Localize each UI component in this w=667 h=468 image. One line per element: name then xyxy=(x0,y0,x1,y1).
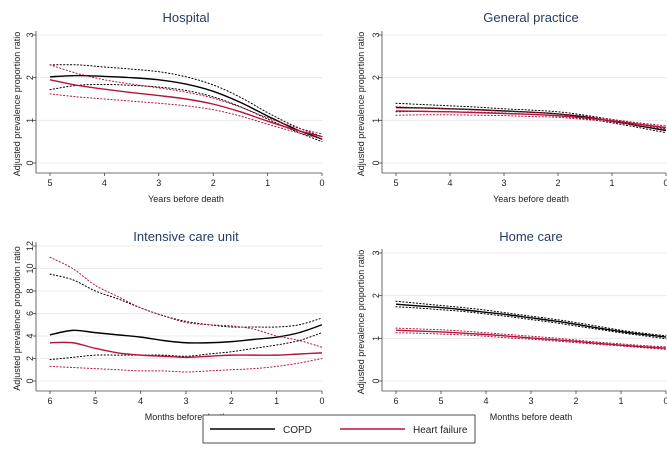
y-tick-label: 0 xyxy=(371,160,381,165)
x-tick-label: 0 xyxy=(319,396,324,406)
x-axis-label: Months before death xyxy=(145,412,228,422)
y-tick-label: 3 xyxy=(25,32,35,37)
series-copd-ci-lower xyxy=(49,332,323,361)
panel-home-care: 0 1 2 3 6 5 4 3 2 1 0 Home care Months before death A… xyxy=(356,229,667,422)
y-tick-label: 3 xyxy=(371,32,381,37)
x-axis-label: Months before death xyxy=(490,412,573,422)
x-tick-label: 4 xyxy=(447,178,452,188)
x-tick-label: 5 xyxy=(393,178,398,188)
x-tick-label: 2 xyxy=(555,178,560,188)
series-copd-ci-lower xyxy=(49,83,323,143)
x-tick-label: 5 xyxy=(47,178,52,188)
panel-hospital: 0 1 2 3 5 4 3 2 1 0 Hospital Years before death Adju… xyxy=(12,10,325,204)
y-tick-label: 3 xyxy=(371,250,381,255)
x-tick-label: 0 xyxy=(663,178,667,188)
y-tick-label: 0 xyxy=(25,378,35,383)
series-copd-line xyxy=(49,324,323,344)
series-heart-failure-ci-upper xyxy=(49,64,323,135)
series-copd-line xyxy=(395,303,667,338)
x-tick-label: 2 xyxy=(573,396,578,406)
y-axis-label: Adjusted prevalence proportion ratio xyxy=(12,246,22,391)
panel-title: Hospital xyxy=(163,10,210,25)
x-tick-label: 2 xyxy=(229,396,234,406)
x-tick-label: 6 xyxy=(393,396,398,406)
x-tick-label: 6 xyxy=(47,396,52,406)
series-copd-line xyxy=(49,74,323,140)
x-tick-label: 5 xyxy=(438,396,443,406)
series-heart-failure-ci-lower xyxy=(49,358,323,373)
legend: COPD Heart failure xyxy=(202,414,476,444)
x-tick-label: 4 xyxy=(138,396,143,406)
series-heart-failure-ci-lower xyxy=(49,93,323,140)
panel-general-practice: 0 1 2 3 5 4 3 2 1 0 General practice Years before d… xyxy=(356,10,667,204)
y-tick-label: 2 xyxy=(371,293,381,298)
y-tick-label: 12 xyxy=(25,241,35,251)
y-tick-label: 0 xyxy=(371,378,381,383)
series-heart-failure-ci-lower xyxy=(395,114,667,130)
y-tick-label: 2 xyxy=(25,75,35,80)
series-copd-ci-lower xyxy=(395,110,667,134)
x-tick-label: 1 xyxy=(274,396,279,406)
y-axis-label: Adjusted prevalence proportion ratio xyxy=(356,32,366,177)
x-tick-label: 3 xyxy=(501,178,506,188)
series-copd-ci-upper xyxy=(49,64,323,138)
x-tick-label: 1 xyxy=(618,396,623,406)
x-axis-label: Years before death xyxy=(493,194,569,204)
y-tick-label: 2 xyxy=(371,75,381,80)
series-heart-failure-ci-upper xyxy=(49,256,323,348)
series-heart-failure-ci-upper xyxy=(395,106,667,127)
y-tick-label: 1 xyxy=(371,118,381,123)
y-tick-label: 1 xyxy=(25,118,35,123)
x-tick-label: 1 xyxy=(609,178,614,188)
series-heart-failure-line xyxy=(395,110,667,129)
y-tick-label: 0 xyxy=(25,160,35,165)
y-tick-label: 8 xyxy=(25,288,35,293)
series-heart-failure-line xyxy=(49,79,323,138)
x-tick-label: 3 xyxy=(183,396,188,406)
x-axis-label: Years before death xyxy=(148,194,224,204)
x-tick-label: 5 xyxy=(93,396,98,406)
y-tick-label: 6 xyxy=(25,311,35,316)
y-axis-label: Adjusted prevalence proportion ratio xyxy=(12,32,22,177)
series-copd-ci-upper xyxy=(395,102,667,129)
x-tick-label: 4 xyxy=(102,178,107,188)
series-heart-failure-line xyxy=(49,341,323,359)
x-tick-label: 1 xyxy=(265,178,270,188)
x-tick-label: 2 xyxy=(211,178,216,188)
y-tick-label: 1 xyxy=(371,336,381,341)
y-axis-label: Adjusted prevalence proportion ratio xyxy=(356,250,366,395)
series-copd-line xyxy=(395,106,667,132)
y-tick-label: 10 xyxy=(25,263,35,273)
series-heart-failure-line xyxy=(395,329,667,349)
y-tick-label: 4 xyxy=(25,333,35,338)
series-copd-ci-lower xyxy=(395,306,667,340)
x-tick-label: 0 xyxy=(319,178,324,188)
panel-title: Home care xyxy=(499,229,563,244)
x-tick-label: 3 xyxy=(528,396,533,406)
panel-title: General practice xyxy=(483,10,578,25)
x-tick-label: 3 xyxy=(156,178,161,188)
x-tick-label: 0 xyxy=(663,396,667,406)
series-copd-ci-upper xyxy=(395,300,667,337)
series-copd-ci-upper xyxy=(49,273,323,328)
x-tick-label: 4 xyxy=(483,396,488,406)
legend-label-heart-failure: Heart failure xyxy=(413,425,468,436)
legend-label-copd: COPD xyxy=(283,425,312,436)
series-heart-failure-ci-lower xyxy=(395,332,667,350)
y-tick-label: 2 xyxy=(25,356,35,361)
series-heart-failure-ci-upper xyxy=(395,327,667,348)
panel-title: Intensive care unit xyxy=(133,229,239,244)
